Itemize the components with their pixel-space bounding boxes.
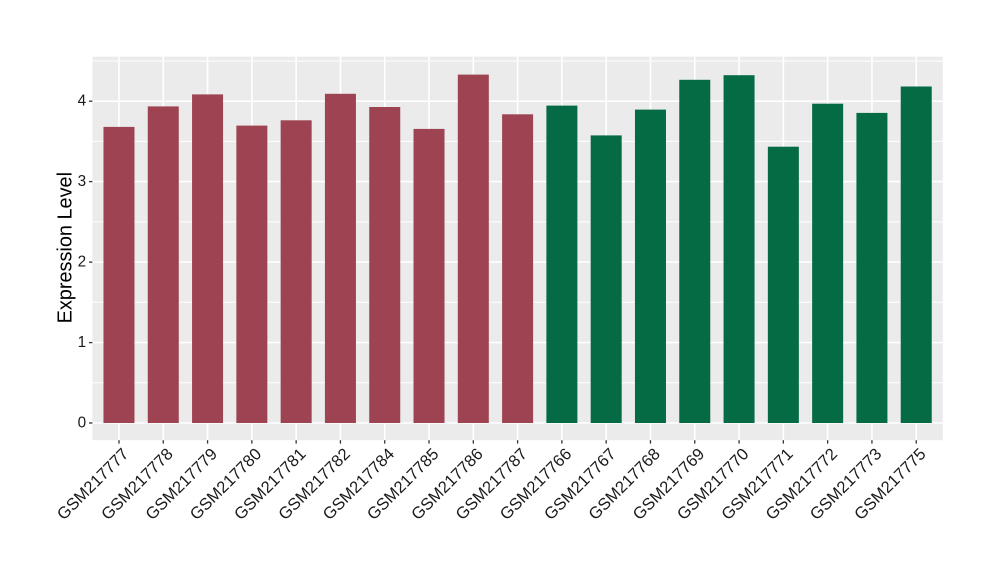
- svg-text:2: 2: [78, 254, 87, 271]
- svg-text:0: 0: [78, 415, 87, 432]
- svg-text:4: 4: [78, 93, 87, 110]
- svg-text:1: 1: [78, 334, 87, 351]
- svg-text:3: 3: [78, 173, 87, 190]
- svg-text:Expression Level: Expression Level: [55, 172, 77, 323]
